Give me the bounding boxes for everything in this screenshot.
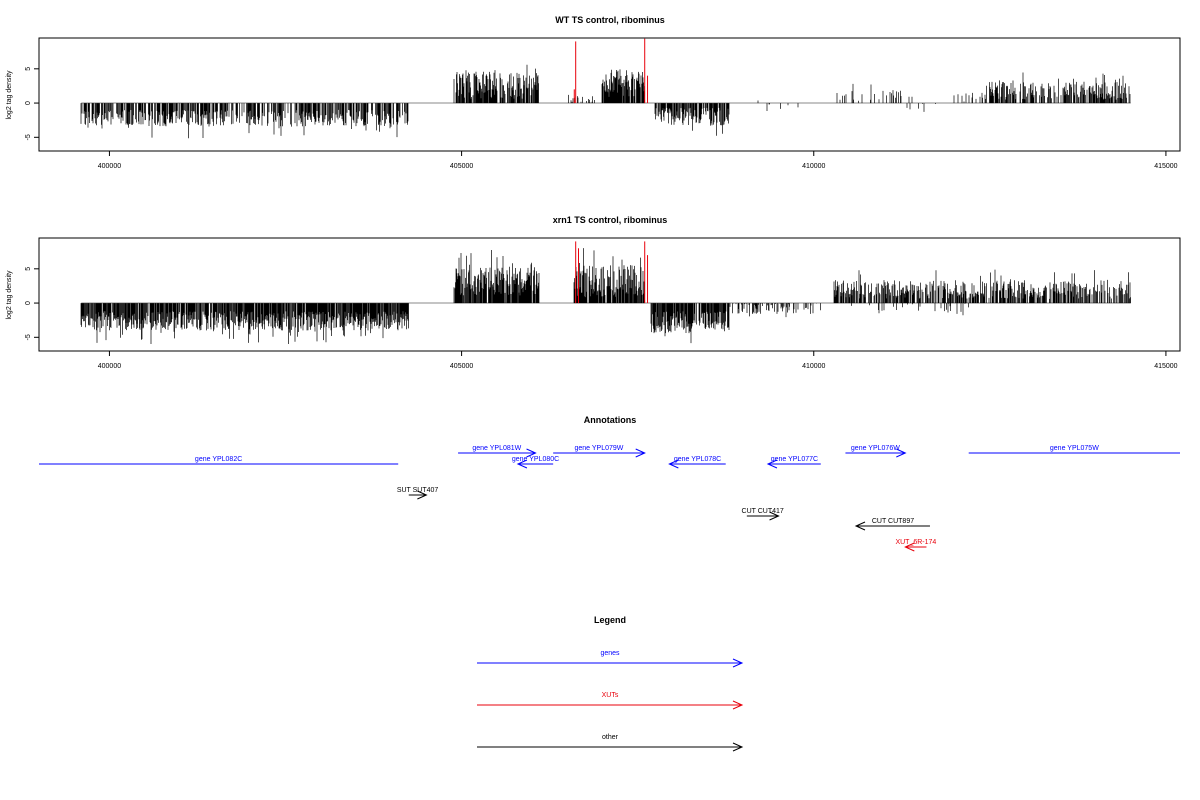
- y-tick-label: 0: [25, 301, 32, 305]
- feature-label: SUT SUT407: [397, 487, 439, 494]
- annotation-feature: gene YPL079W: [553, 445, 646, 458]
- wt-track-panel: WT TS control, ribominus log2 tag densit…: [6, 15, 1181, 170]
- annotation-feature: gene YPL078C: [668, 456, 726, 469]
- legend-item-arrowhead: [732, 742, 744, 752]
- feature-label: gene YPL076W: [851, 445, 900, 452]
- legend-item: XUTs: [477, 692, 744, 710]
- annotation-feature: XUT_6R-174: [895, 539, 936, 552]
- feature-label: CUT CUT897: [872, 518, 914, 525]
- annotation-feature: CUT CUT897: [854, 518, 930, 531]
- wt-track-highlights: [573, 38, 649, 104]
- feature-arrowhead: [854, 521, 866, 531]
- feature-label: CUT CUT417: [742, 508, 784, 515]
- legend-item: other: [477, 734, 744, 752]
- feature-label: gene YPL081W: [472, 445, 521, 452]
- y-tick-label: -5: [25, 134, 32, 140]
- x-tick-label: 405000: [450, 163, 473, 170]
- feature-label: gene YPL075W: [1050, 445, 1099, 452]
- annotations-title: Annotations: [584, 415, 637, 425]
- wt-track-title: WT TS control, ribominus: [555, 15, 665, 25]
- feature-label: gene YPL080C: [512, 456, 559, 463]
- xrn1-track-axes: 400000 405000 410000 415000 -5 0 5: [25, 267, 1178, 370]
- feature-arrowhead: [417, 490, 428, 500]
- feature-arrowhead: [516, 459, 528, 469]
- feature-arrowhead: [668, 459, 679, 469]
- legend-item-label: other: [602, 734, 619, 741]
- wt-track-bars: [80, 64, 1131, 139]
- x-tick-label: 400000: [98, 163, 121, 170]
- x-tick-label: 410000: [802, 363, 825, 370]
- annotation-feature: CUT CUT417: [742, 508, 784, 521]
- x-tick-label: 400000: [98, 363, 121, 370]
- feature-arrowhead: [526, 448, 537, 458]
- feature-arrowhead: [904, 542, 915, 552]
- legend-panel: Legend genes XUTs other: [477, 615, 744, 752]
- annotation-feature: gene YPL075W: [968, 445, 1180, 454]
- annotation-feature: gene YPL082C: [39, 456, 399, 465]
- xrn1-track-panel: xrn1 TS control, ribominus log2 tag dens…: [6, 215, 1181, 370]
- y-tick-label: 0: [25, 101, 32, 105]
- wt-track-axes: 400000 405000 410000 415000 -5 0 5: [25, 67, 1178, 170]
- xrn1-track-highlights: [575, 241, 649, 304]
- legend-item-label: genes: [600, 650, 620, 657]
- legend-title: Legend: [594, 615, 626, 625]
- y-tick-label: -5: [25, 334, 32, 340]
- legend-item-arrowhead: [732, 658, 744, 668]
- feature-arrowhead: [766, 459, 778, 469]
- legend-item-arrowhead: [732, 700, 744, 710]
- feature-arrowhead: [896, 448, 907, 458]
- annotation-feature: gene YPL077C: [766, 456, 821, 469]
- x-tick-label: 410000: [802, 163, 825, 170]
- annotation-feature: gene YPL081W: [458, 445, 537, 458]
- x-tick-label: 415000: [1154, 363, 1177, 370]
- legend-item-label: XUTs: [602, 692, 619, 699]
- feature-arrowhead: [635, 448, 646, 458]
- y-tick-label: 5: [25, 67, 32, 71]
- x-tick-label: 415000: [1154, 163, 1177, 170]
- annotation-features: gene YPL082C gene YPL081W gene YPL080C gene…: [39, 445, 1180, 552]
- density-bars: [80, 248, 1131, 344]
- xrn1-track-bars: [80, 248, 1131, 344]
- feature-label: gene YPL079W: [574, 445, 623, 452]
- xrn1-track-ylabel: log2 tag density: [6, 270, 13, 320]
- feature-label: gene YPL082C: [195, 456, 242, 463]
- feature-label: gene YPL077C: [771, 456, 818, 463]
- x-tick-label: 405000: [450, 363, 473, 370]
- xrn1-track-title: xrn1 TS control, ribominus: [553, 215, 668, 225]
- density-bars: [80, 64, 1131, 139]
- annotation-feature: gene YPL076W: [845, 445, 907, 458]
- legend-items: genes XUTs other: [477, 650, 744, 752]
- feature-label: XUT_6R-174: [895, 539, 936, 546]
- feature-label: gene YPL078C: [674, 456, 721, 463]
- annotation-feature: gene YPL080C: [512, 456, 559, 469]
- legend-item: genes: [477, 650, 744, 668]
- y-tick-label: 5: [25, 267, 32, 271]
- annotation-feature: SUT SUT407: [397, 487, 439, 500]
- wt-track-ylabel: log2 tag density: [6, 70, 13, 120]
- feature-arrowhead: [769, 511, 780, 521]
